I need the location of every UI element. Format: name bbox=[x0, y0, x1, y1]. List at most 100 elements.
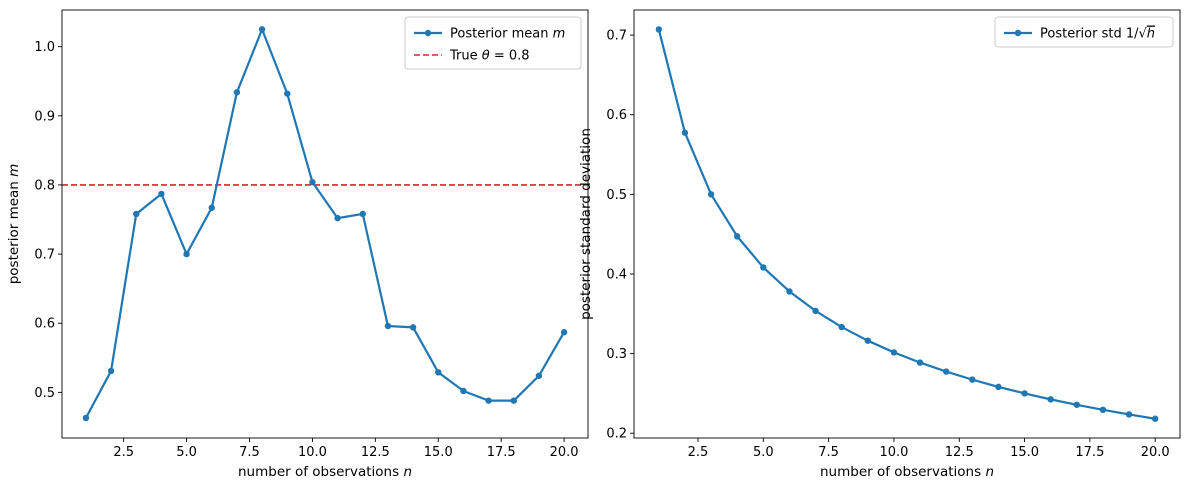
data-point bbox=[969, 376, 976, 383]
data-point bbox=[838, 323, 845, 331]
legend-entry-value: = 0.8 bbox=[490, 49, 530, 64]
data-point bbox=[208, 204, 215, 211]
data-point bbox=[384, 322, 392, 330]
data-point bbox=[890, 349, 898, 356]
y-tick-label: 0.6 bbox=[606, 108, 627, 123]
data-point bbox=[1099, 406, 1107, 414]
y-axis-label-text: posterior standard deviation bbox=[578, 128, 594, 320]
data-point bbox=[284, 90, 291, 97]
x-tick-label: 5.0 bbox=[753, 445, 774, 460]
data-point bbox=[233, 89, 241, 96]
legend-entry-var: θ bbox=[482, 49, 490, 64]
y-tick-label: 0.3 bbox=[606, 347, 627, 362]
legend-sqrt-sign: √ bbox=[1139, 27, 1148, 42]
y-axis-label: posterior mean m bbox=[6, 164, 22, 285]
legend-entry-label: True θ = 0.8 bbox=[449, 49, 530, 64]
data-point bbox=[435, 369, 442, 376]
data-point bbox=[183, 250, 190, 258]
x-axis-label-var: n bbox=[985, 464, 994, 480]
legend-box bbox=[404, 16, 582, 70]
data-point bbox=[460, 387, 467, 395]
y-tick-label: 0.7 bbox=[606, 29, 627, 44]
data-point bbox=[309, 178, 316, 186]
data-point bbox=[786, 288, 793, 295]
x-tick-label: 20.0 bbox=[550, 445, 579, 460]
x-tick-label: 17.5 bbox=[1075, 445, 1104, 460]
data-point bbox=[655, 26, 663, 33]
data-point bbox=[334, 214, 341, 222]
data-point bbox=[560, 329, 568, 336]
data-point bbox=[864, 337, 872, 344]
data-point bbox=[812, 307, 819, 315]
y-tick-label: 0.5 bbox=[606, 188, 627, 203]
legend-entry-text: True bbox=[449, 49, 482, 64]
y-axis-label-var: m bbox=[6, 164, 22, 177]
data-point bbox=[995, 383, 1002, 391]
x-tick-label: 7.5 bbox=[818, 445, 839, 460]
legend-entry-label: Posterior std 1/√h bbox=[1040, 27, 1155, 42]
data-point bbox=[133, 210, 140, 218]
x-tick-label: 7.5 bbox=[239, 445, 260, 460]
data-point bbox=[359, 210, 366, 218]
y-tick-label: 1.0 bbox=[34, 40, 55, 55]
data-point bbox=[82, 414, 90, 422]
x-tick-label: 15.0 bbox=[1010, 445, 1039, 460]
legend: Posterior mean m True θ = 0.8 bbox=[404, 16, 582, 70]
data-point bbox=[258, 26, 266, 33]
x-axis-label: number of observations n bbox=[820, 464, 994, 480]
series-line-0 bbox=[84, 28, 566, 419]
data-point bbox=[707, 191, 715, 198]
data-point bbox=[1125, 411, 1133, 418]
x-tick-label: 10.0 bbox=[298, 445, 327, 460]
y-axis-label: posterior standard deviation bbox=[578, 128, 594, 320]
y-tick-label: 0.4 bbox=[606, 267, 627, 282]
plot-frame bbox=[61, 9, 589, 439]
x-tick-label: 2.5 bbox=[113, 445, 134, 460]
data-point bbox=[158, 190, 165, 198]
left-chart-posterior-mean: 2.5 5.0 7.5 10.0 12.5 15.0 17.5 20.0 0.5 0.6 0.7 0.… bbox=[6, 9, 589, 480]
data-point bbox=[510, 397, 517, 404]
right-chart-posterior-std: 2.5 5.0 7.5 10.0 12.5 15.0 17.5 20.0 0.2 0.3 0.4 0.… bbox=[578, 9, 1181, 480]
data-point bbox=[107, 367, 115, 375]
legend-marker-swatch bbox=[1014, 29, 1022, 37]
y-tick-label: 0.6 bbox=[34, 317, 55, 332]
x-tick-label: 12.5 bbox=[945, 445, 974, 460]
x-tick-label: 2.5 bbox=[688, 445, 709, 460]
legend-entry-var: m bbox=[553, 27, 566, 42]
legend-entry-label: Posterior mean m bbox=[450, 27, 565, 42]
plot-frame bbox=[633, 9, 1181, 439]
data-point bbox=[535, 372, 543, 379]
legend-marker-swatch bbox=[424, 29, 432, 37]
series-line-0 bbox=[657, 29, 1156, 420]
x-axis-label-text: number of observations bbox=[820, 464, 985, 480]
legend-entry-text: Posterior mean bbox=[450, 27, 548, 42]
data-point bbox=[1047, 396, 1054, 403]
x-tick-label: 15.0 bbox=[424, 445, 453, 460]
data-point bbox=[681, 129, 689, 136]
x-tick-label: 5.0 bbox=[176, 445, 197, 460]
y-tick-label: 0.8 bbox=[34, 178, 55, 193]
data-point bbox=[1021, 390, 1028, 397]
data-point bbox=[485, 397, 492, 404]
data-point bbox=[760, 264, 767, 271]
legend: Posterior std 1/√h bbox=[994, 16, 1174, 48]
y-tick-label: 0.9 bbox=[34, 109, 55, 124]
y-tick-label: 0.7 bbox=[34, 248, 55, 263]
y-tick-label: 0.2 bbox=[606, 427, 627, 442]
legend-entry-text: Posterior std 1/ bbox=[1040, 27, 1139, 42]
data-point bbox=[942, 368, 950, 375]
x-tick-label: 12.5 bbox=[361, 445, 390, 460]
x-axis-label-var: n bbox=[403, 464, 412, 480]
data-point bbox=[916, 359, 924, 366]
x-tick-label: 10.0 bbox=[879, 445, 908, 460]
data-point bbox=[1073, 401, 1081, 408]
y-tick-label: 0.5 bbox=[34, 386, 55, 401]
data-point bbox=[1151, 415, 1159, 422]
x-axis-label-text: number of observations bbox=[238, 464, 403, 480]
x-axis-label: number of observations n bbox=[238, 464, 412, 480]
legend-entry-var: h bbox=[1147, 27, 1155, 42]
x-tick-label: 20.0 bbox=[1141, 445, 1170, 460]
data-point bbox=[409, 324, 417, 331]
x-tick-label: 17.5 bbox=[487, 445, 516, 460]
